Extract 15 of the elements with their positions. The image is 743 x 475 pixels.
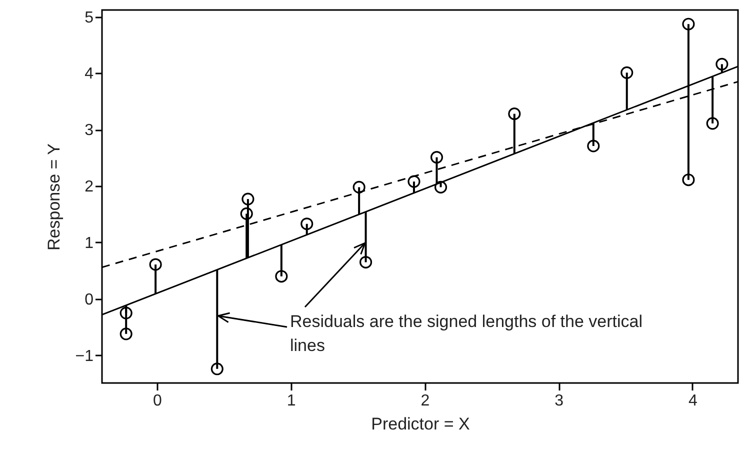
x-tick-label: 0 bbox=[152, 392, 162, 410]
y-tick-label: 3 bbox=[84, 122, 94, 140]
x-tick-label: 1 bbox=[286, 392, 296, 410]
x-axis-title: Predictor = X bbox=[371, 414, 470, 434]
x-tick-label: 3 bbox=[554, 392, 564, 410]
y-axis-title: Response = Y bbox=[44, 144, 64, 250]
y-tick-label: 2 bbox=[84, 178, 94, 196]
y-tick-label: 4 bbox=[84, 66, 94, 83]
y-tick-label: 0 bbox=[84, 291, 94, 308]
x-tick-label: 4 bbox=[688, 392, 698, 410]
y-tick-label: 1 bbox=[84, 234, 94, 252]
y-tick-label: 5 bbox=[84, 9, 94, 26]
y-tick-label: −1 bbox=[75, 348, 94, 365]
x-tick-label: 2 bbox=[420, 392, 430, 410]
annotation: Residuals are the signed lengths of the vertical lines bbox=[290, 311, 644, 357]
